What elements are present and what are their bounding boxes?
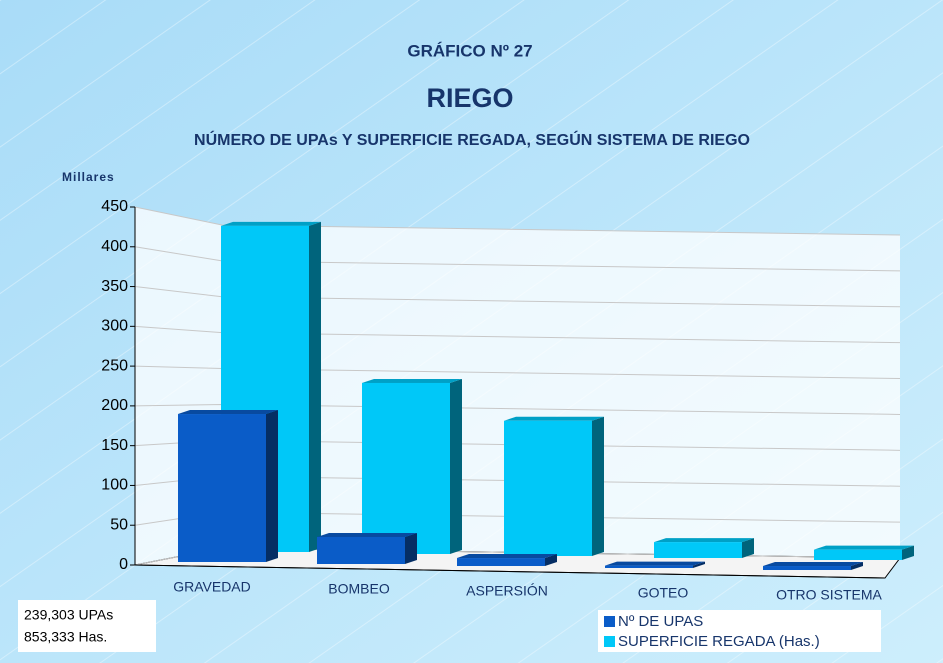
chart-subtitle: NÚMERO DE UPAs Y SUPERFICIE REGADA, SEGÚ… (194, 130, 750, 149)
y-tick-label: 50 (110, 516, 128, 533)
bar-top (178, 410, 278, 415)
legend-label: SUPERFICIE REGADA (Has.) (618, 633, 820, 650)
bar (605, 565, 693, 568)
x-tick-label: OTRO SISTEMA (776, 587, 882, 603)
y-tick-label: 300 (101, 318, 128, 335)
x-tick-label: BOMBEO (328, 581, 390, 597)
bar (362, 382, 450, 554)
grid-line (134, 206, 901, 236)
bar-side (266, 410, 278, 562)
y-tick-label: 200 (101, 397, 128, 414)
bar-top (654, 538, 754, 543)
legend (598, 610, 881, 652)
x-tick-label: ASPERSIÓN (466, 583, 548, 599)
bar-side (851, 562, 863, 570)
bar-top (814, 545, 914, 550)
y-tick-label: 450 (101, 198, 128, 215)
bar-top (317, 532, 417, 537)
note: 239,303 UPAs (24, 607, 113, 623)
bar-side (545, 554, 557, 566)
x-tick-label: GOTEO (638, 585, 689, 601)
chart-header: GRÁFICO Nº 27 (407, 41, 532, 60)
bar-side (742, 538, 754, 558)
bar-side (693, 561, 705, 568)
bar (763, 566, 851, 570)
note: 853,333 Has. (24, 629, 107, 645)
chart-title: RIEGO (426, 83, 513, 113)
back-wall (135, 207, 900, 565)
x-tick-label: GRAVEDAD (173, 579, 251, 595)
bar-side (450, 378, 462, 554)
bar-side (902, 545, 914, 560)
note-box (18, 600, 156, 652)
bar-top (763, 562, 863, 567)
legend-label: Nº DE UPAS (618, 613, 703, 630)
bar-top (504, 416, 604, 421)
bar (654, 542, 742, 558)
bar-top (605, 561, 705, 566)
y-tick-label: 250 (101, 357, 128, 374)
bar (457, 558, 545, 566)
bar-top (457, 554, 557, 559)
x-axis (134, 564, 886, 579)
legend-swatch (604, 636, 615, 647)
bar-side (592, 416, 604, 556)
bar-top (221, 221, 321, 226)
y-tick-label: 150 (101, 437, 128, 454)
bar (504, 420, 592, 556)
y-tick-label: 0 (119, 556, 128, 573)
bar (178, 414, 266, 562)
y-tick-label: 400 (101, 238, 128, 255)
y-tick-label: 100 (101, 477, 128, 494)
y-axis-label: Millares (62, 170, 115, 184)
bar-top (362, 378, 462, 383)
bar (317, 536, 405, 564)
legend-swatch (604, 616, 615, 627)
bar-side (309, 221, 321, 553)
bar-side (405, 532, 417, 564)
bar (814, 549, 902, 560)
y-tick-label: 350 (101, 278, 128, 295)
